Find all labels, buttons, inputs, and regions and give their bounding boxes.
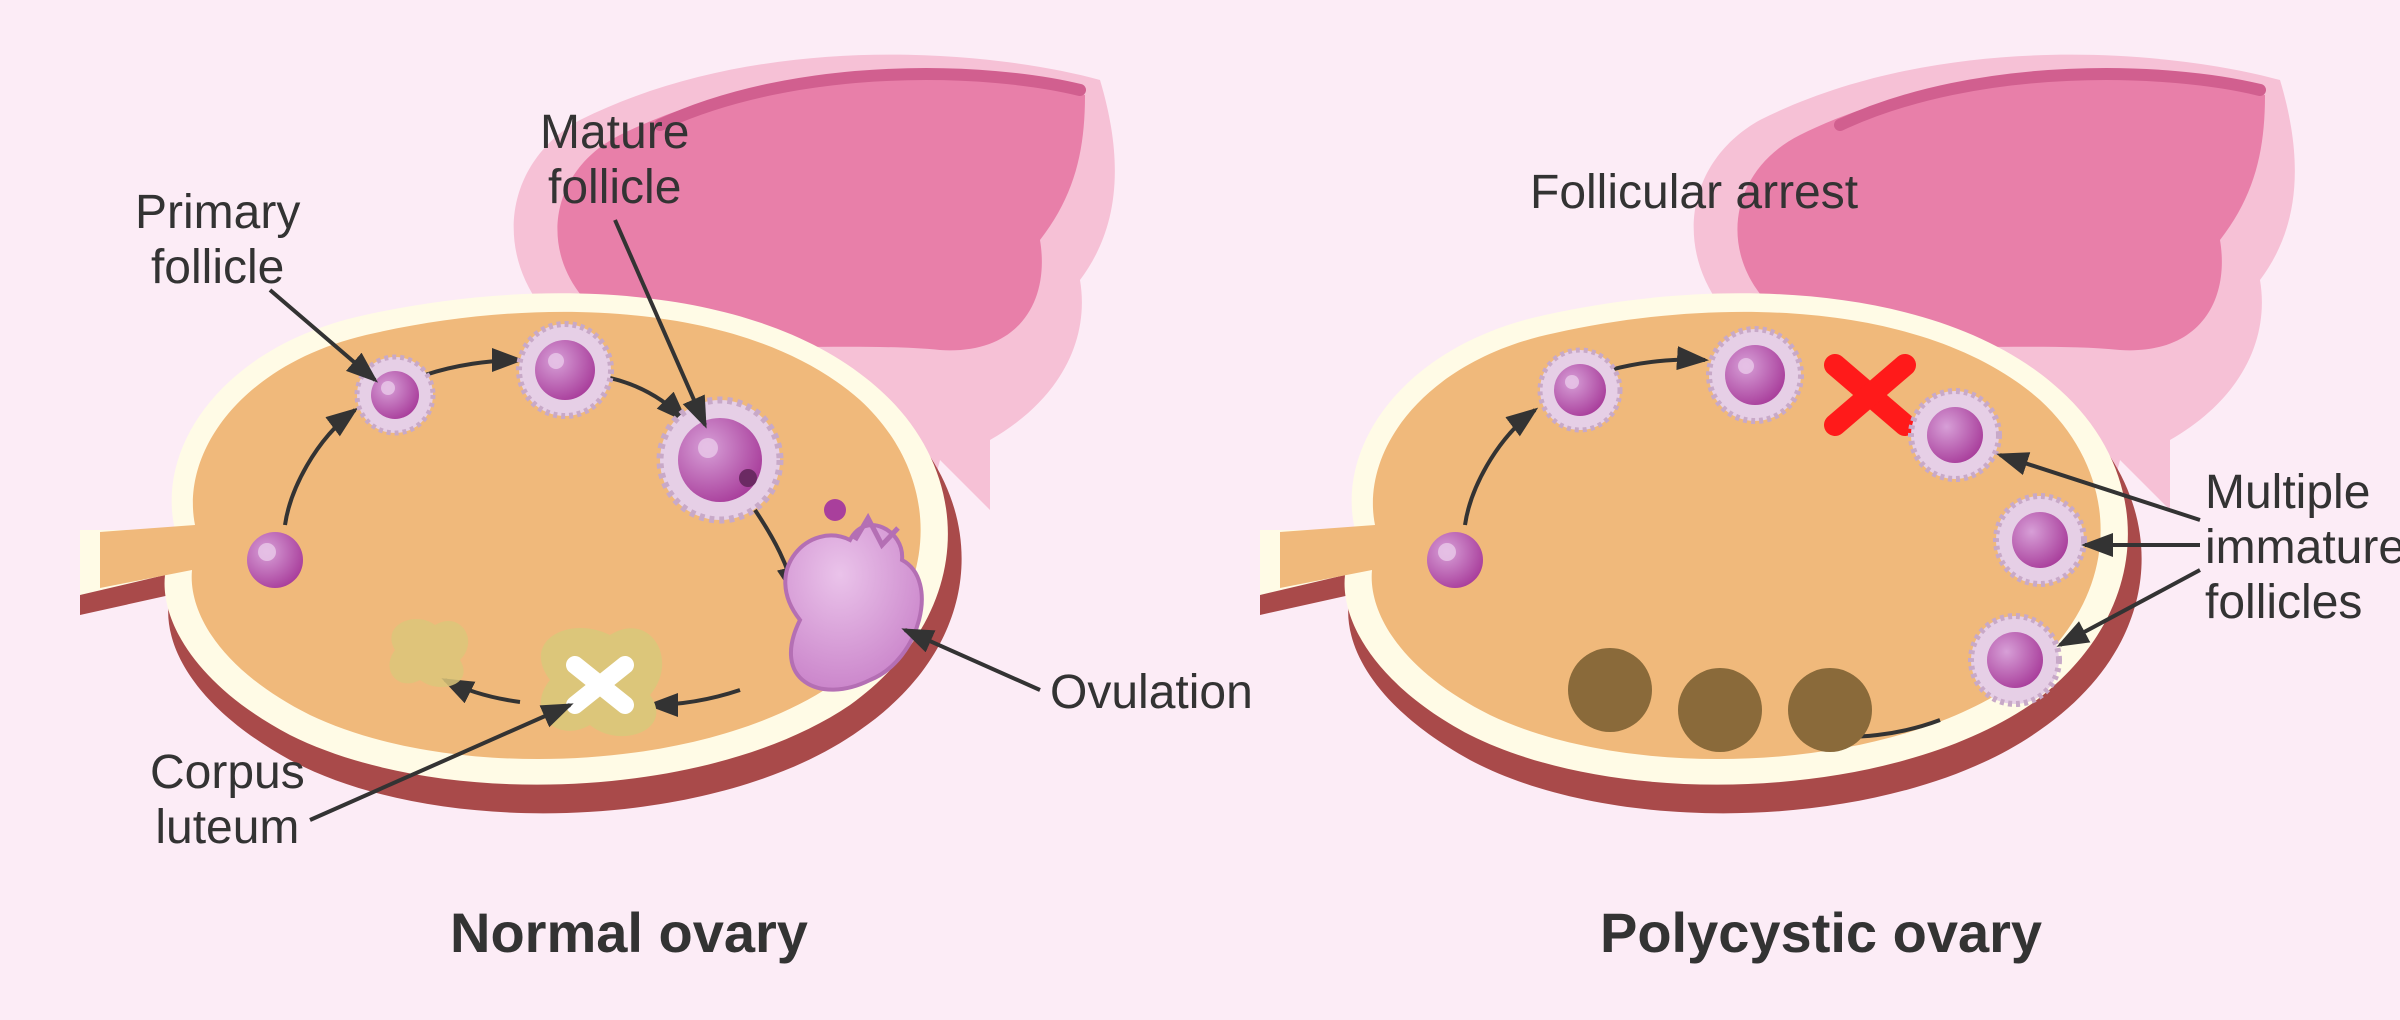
ovary-diagram xyxy=(0,0,2400,1020)
normal-ovary-title: Normal ovary xyxy=(450,900,808,965)
pcos-primary-follicle xyxy=(1427,532,1483,588)
mature-follicle xyxy=(660,400,780,520)
growing-follicle-2 xyxy=(519,324,611,416)
corpus-luteum-label: Corpus luteum xyxy=(150,745,305,855)
primary-follicle xyxy=(247,532,303,588)
mature-follicle-label: Mature follicle xyxy=(540,105,689,215)
corpus-luteum-degen xyxy=(389,619,468,687)
follicular-arrest-label: Follicular arrest xyxy=(1530,165,1858,220)
ovulation-label: Ovulation xyxy=(1050,665,1253,720)
released-egg xyxy=(824,499,846,521)
primary-follicle-label: Primary follicle xyxy=(135,185,300,295)
growing-follicle-1 xyxy=(357,357,433,433)
corpus-luteum xyxy=(541,628,662,736)
multiple-immature-label: Multiple immature follicles xyxy=(2205,465,2400,631)
polycystic-ovary-title: Polycystic ovary xyxy=(1600,900,2042,965)
